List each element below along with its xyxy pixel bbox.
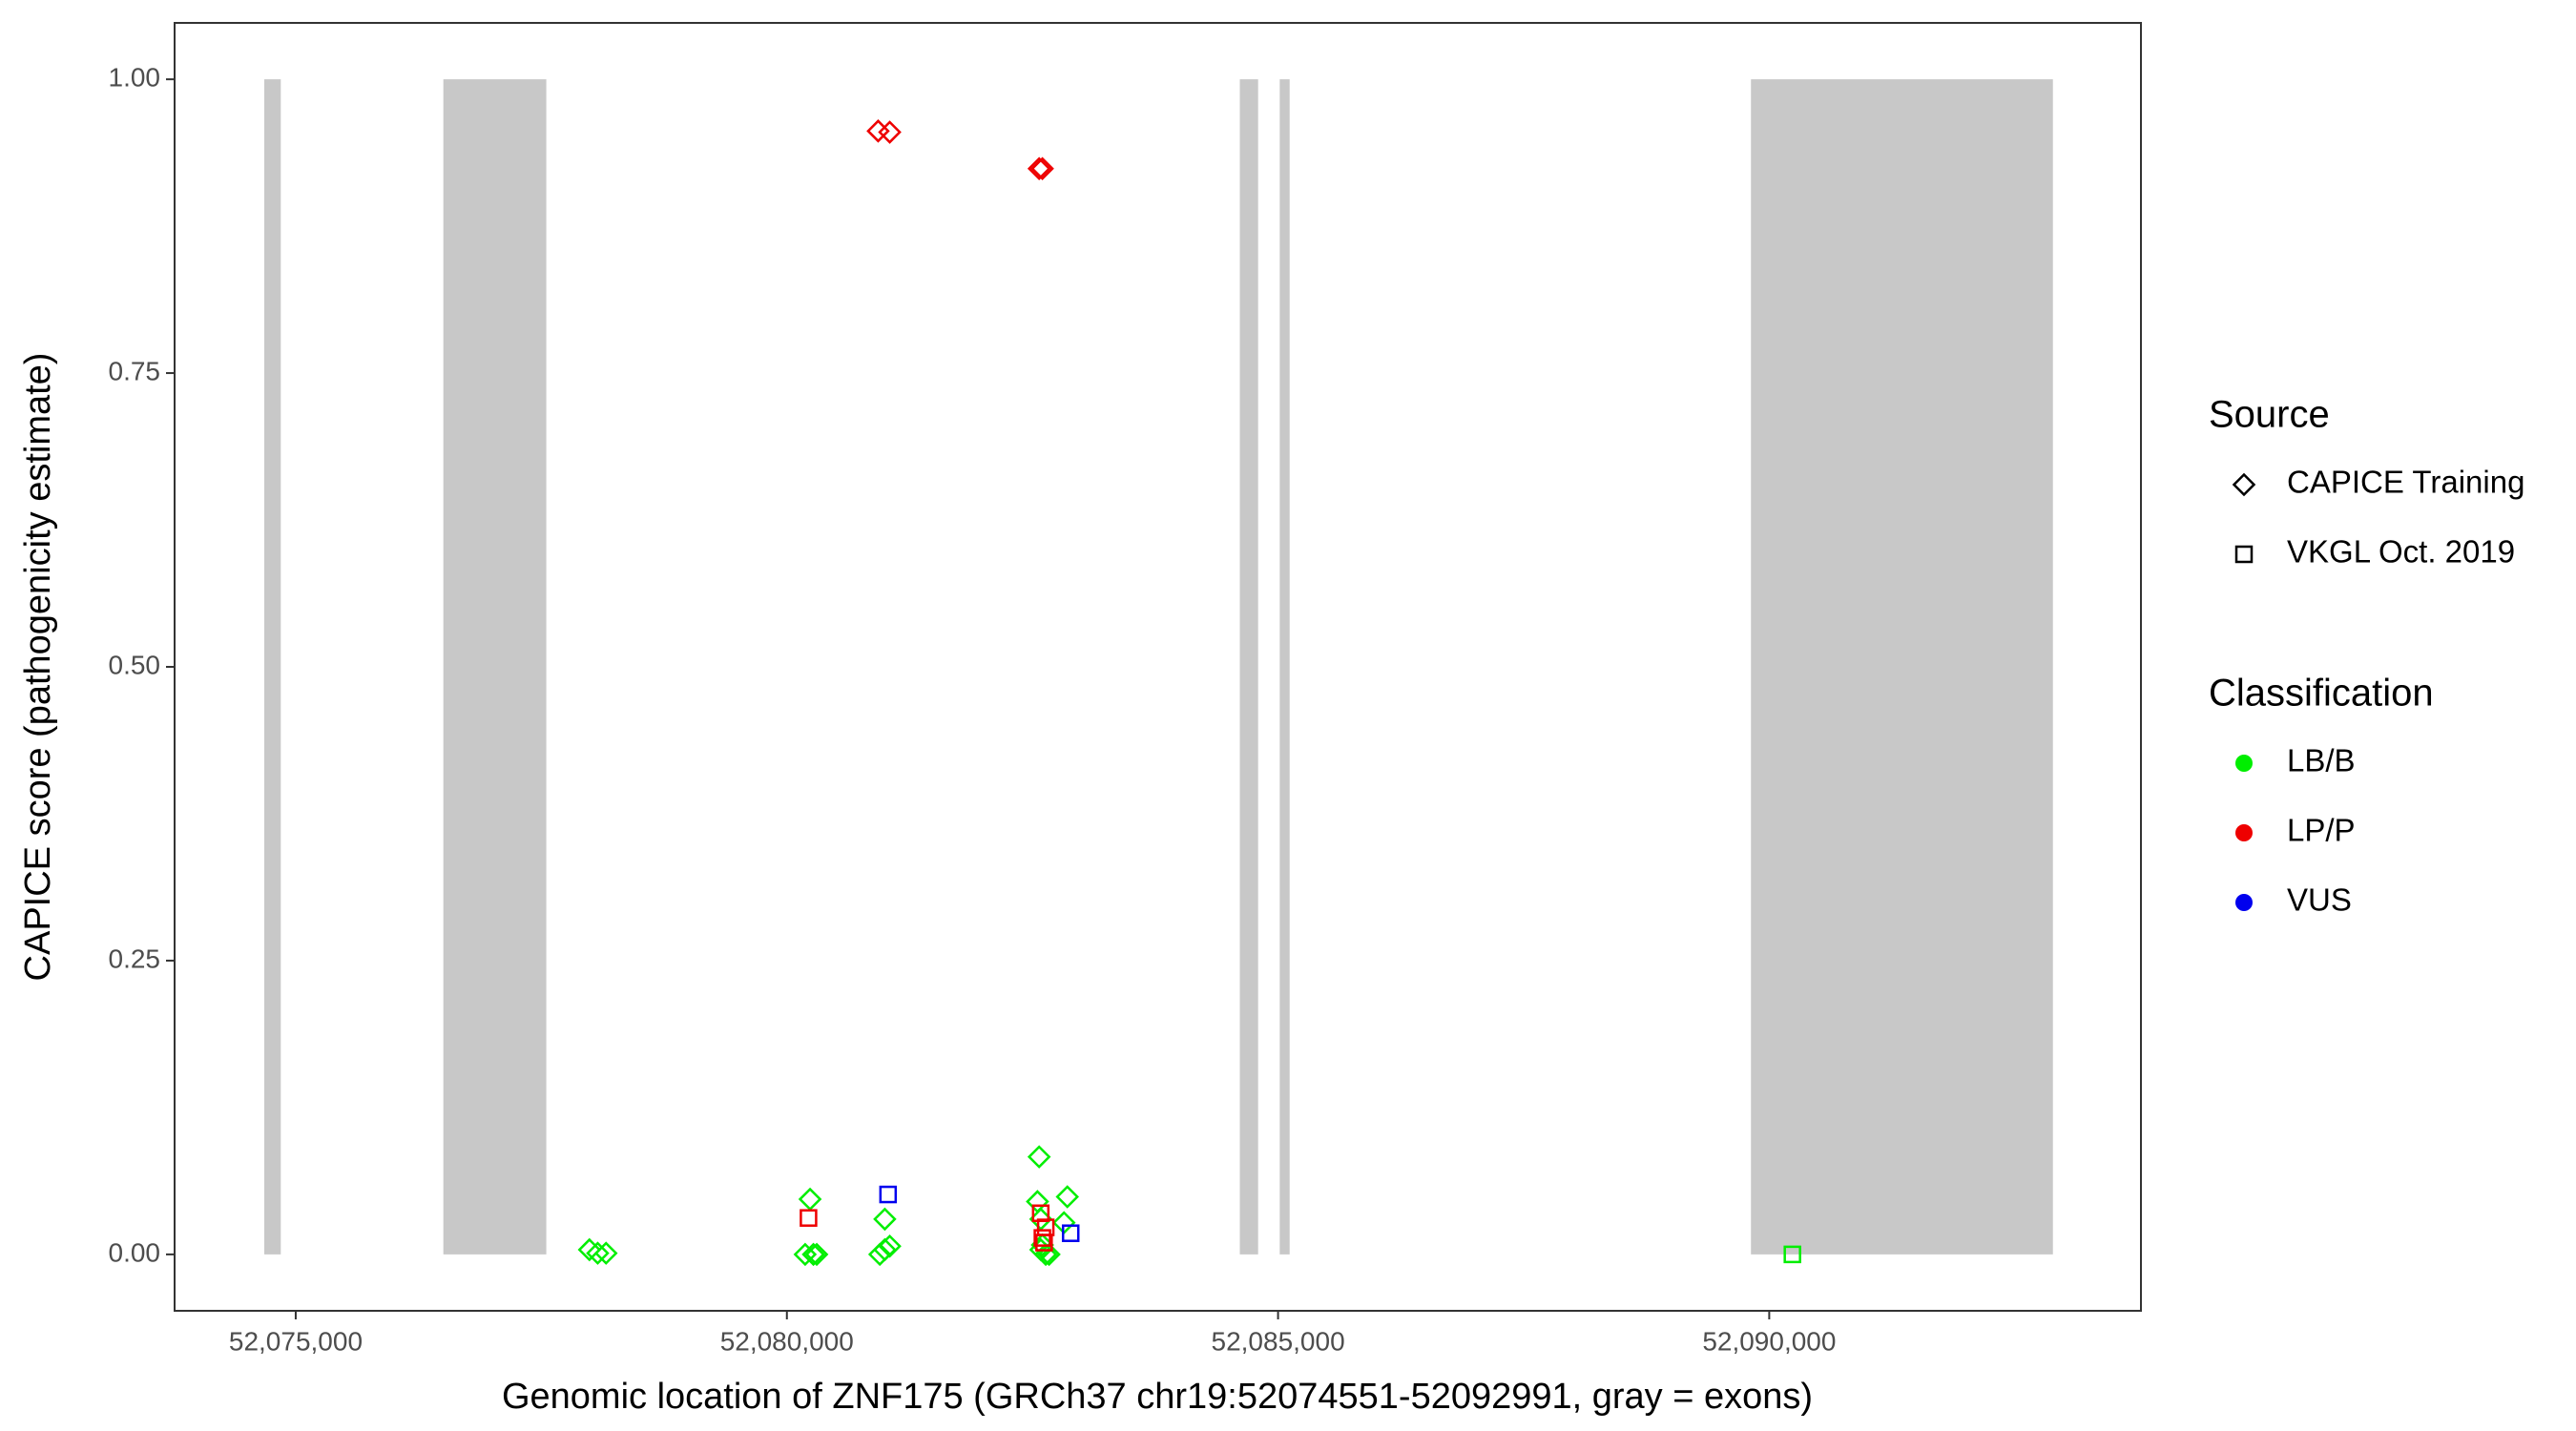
diamond-point (1027, 156, 1051, 181)
diamond-point (793, 1242, 818, 1267)
diamond-point (1026, 1190, 1049, 1213)
square-point (800, 1209, 818, 1227)
legend-dot (2235, 824, 2253, 841)
legend-label: LB/B (2287, 743, 2356, 778)
x-tick-label: 52,075,000 (229, 1326, 363, 1356)
x-tick-label: 52,085,000 (1212, 1326, 1345, 1356)
diamond-point (593, 1241, 618, 1265)
diamond-point (873, 1207, 897, 1232)
y-tick-label: 0.75 (109, 356, 161, 385)
diamond-point (586, 1241, 610, 1265)
diamond-point (1027, 1145, 1051, 1169)
plot-border (174, 22, 2142, 1312)
x-tick-label: 52,080,000 (720, 1326, 854, 1356)
exon (443, 79, 547, 1255)
diamond-point (878, 1234, 902, 1258)
square-point (1033, 1229, 1051, 1247)
exon (264, 79, 281, 1255)
x-axis-title: Genomic location of ZNF175 (GRCh37 chr19… (502, 1377, 1813, 1417)
y-tick-label: 0.00 (109, 1237, 161, 1267)
square-point (879, 1185, 898, 1204)
diamond-point (878, 120, 902, 144)
exon (1751, 79, 2053, 1255)
legend-label: VKGL Oct. 2019 (2287, 534, 2515, 570)
diamond-point (2232, 472, 2256, 497)
y-tick-label: 0.25 (109, 944, 161, 973)
x-tick-label: 52,090,000 (1702, 1326, 1836, 1356)
exon (1279, 79, 1290, 1255)
square-point (1783, 1245, 1801, 1264)
legend-label: LP/P (2287, 813, 2356, 848)
y-axis-title: CAPICE score (pathogenicity estimate) (18, 353, 58, 982)
legend-title: Source (2209, 394, 2330, 436)
legend-dot (2235, 894, 2253, 911)
exon (1239, 79, 1258, 1255)
legend-dot (2235, 755, 2253, 772)
y-tick-label: 1.00 (109, 63, 161, 93)
legend-label: CAPICE Training (2287, 465, 2524, 500)
diamond-point (1055, 1185, 1079, 1209)
legend-label: VUS (2287, 882, 2352, 918)
diamond-point (804, 1242, 829, 1267)
y-tick-label: 0.50 (109, 650, 161, 679)
diamond-point (798, 1187, 822, 1212)
diamond-point (577, 1237, 602, 1262)
diamond-point (1030, 156, 1054, 181)
square-point (2234, 545, 2254, 564)
square-point (1035, 1234, 1053, 1252)
legend-title: Classification (2209, 673, 2434, 715)
diamond-point (873, 1237, 897, 1262)
diamond-point (867, 1242, 892, 1267)
square-point (1061, 1224, 1080, 1242)
diamond-point (801, 1242, 825, 1267)
